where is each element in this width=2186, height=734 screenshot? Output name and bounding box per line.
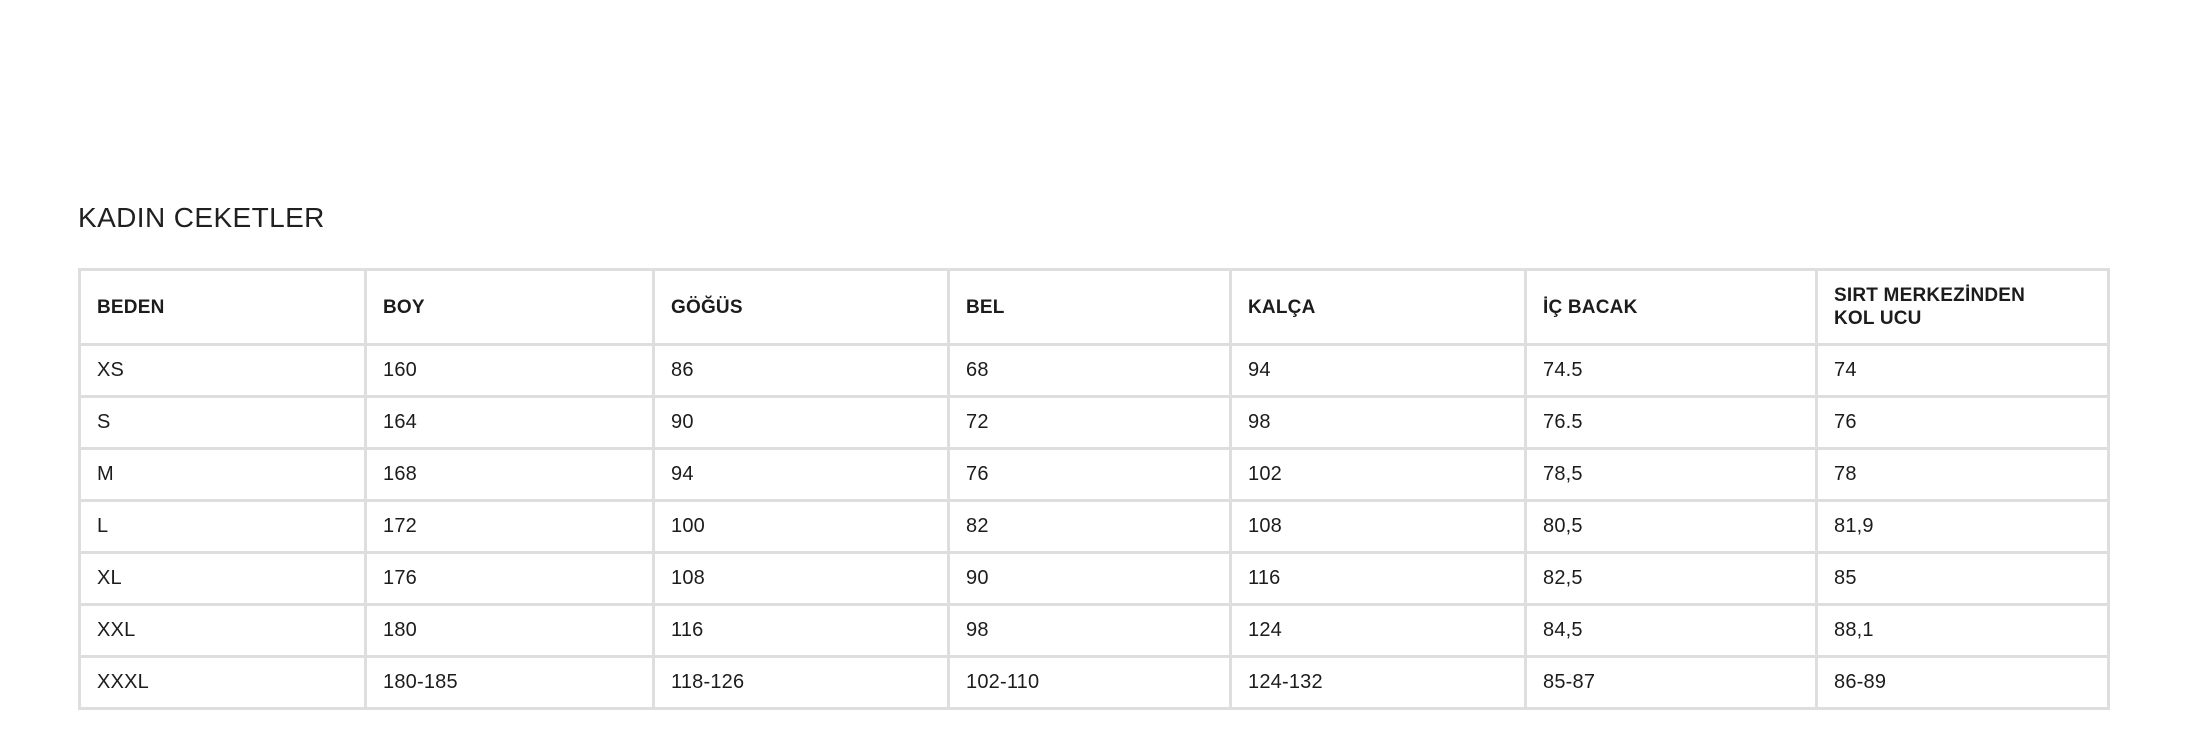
cell-ic-bacak: 85-87: [1527, 658, 1818, 710]
cell-bel: 90: [950, 554, 1232, 606]
cell-kalca: 116: [1232, 554, 1527, 606]
page-title: KADIN CEKETLER: [78, 202, 325, 233]
table-row: XXXL 180-185 118-126 102-110 124-132 85-…: [78, 658, 2110, 710]
cell-gogus: 100: [655, 502, 950, 554]
cell-boy: 180: [367, 606, 655, 658]
cell-boy: 168: [367, 450, 655, 502]
table-header: BEDEN BOY GÖĞÜS BEL KALÇA İÇ BACAK SIRT …: [78, 268, 2110, 346]
column-header-gogus: GÖĞÜS: [655, 268, 950, 346]
cell-kalca: 102: [1232, 450, 1527, 502]
table-row: M 168 94 76 102 78,5 78: [78, 450, 2110, 502]
table-header-row: BEDEN BOY GÖĞÜS BEL KALÇA İÇ BACAK SIRT …: [78, 268, 2110, 346]
cell-sirt-kol: 86-89: [1818, 658, 2110, 710]
column-header-bel: BEL: [950, 268, 1232, 346]
table-row: XXL 180 116 98 124 84,5 88,1: [78, 606, 2110, 658]
cell-kalca: 124-132: [1232, 658, 1527, 710]
cell-sirt-kol: 78: [1818, 450, 2110, 502]
cell-ic-bacak: 78,5: [1527, 450, 1818, 502]
cell-bel: 76: [950, 450, 1232, 502]
size-table-container: BEDEN BOY GÖĞÜS BEL KALÇA İÇ BACAK SIRT …: [78, 268, 2110, 710]
size-table: BEDEN BOY GÖĞÜS BEL KALÇA İÇ BACAK SIRT …: [78, 268, 2110, 710]
cell-beden: XL: [78, 554, 367, 606]
cell-gogus: 86: [655, 346, 950, 398]
cell-kalca: 108: [1232, 502, 1527, 554]
cell-gogus: 90: [655, 398, 950, 450]
cell-sirt-kol: 88,1: [1818, 606, 2110, 658]
table-row: L 172 100 82 108 80,5 81,9: [78, 502, 2110, 554]
column-header-line-1: SIRT MERKEZİNDEN: [1834, 285, 2026, 306]
cell-sirt-kol: 74: [1818, 346, 2110, 398]
cell-boy: 172: [367, 502, 655, 554]
column-header-sirt-merkezinden-kol-ucu: SIRT MERKEZİNDEN KOL UCU: [1818, 268, 2110, 346]
cell-bel: 98: [950, 606, 1232, 658]
cell-gogus: 118-126: [655, 658, 950, 710]
cell-gogus: 108: [655, 554, 950, 606]
cell-kalca: 124: [1232, 606, 1527, 658]
cell-beden: L: [78, 502, 367, 554]
column-header-line-2: KOL UCU: [1834, 308, 1922, 329]
cell-kalca: 94: [1232, 346, 1527, 398]
cell-sirt-kol: 76: [1818, 398, 2110, 450]
table-body: XS 160 86 68 94 74.5 74 S 164 90 72 98 7…: [78, 346, 2110, 710]
cell-gogus: 116: [655, 606, 950, 658]
cell-boy: 176: [367, 554, 655, 606]
table-row: XL 176 108 90 116 82,5 85: [78, 554, 2110, 606]
cell-ic-bacak: 76.5: [1527, 398, 1818, 450]
cell-beden: M: [78, 450, 367, 502]
column-header-boy: BOY: [367, 268, 655, 346]
table-row: S 164 90 72 98 76.5 76: [78, 398, 2110, 450]
cell-ic-bacak: 80,5: [1527, 502, 1818, 554]
table-row: XS 160 86 68 94 74.5 74: [78, 346, 2110, 398]
cell-ic-bacak: 84,5: [1527, 606, 1818, 658]
cell-bel: 102-110: [950, 658, 1232, 710]
cell-kalca: 98: [1232, 398, 1527, 450]
cell-beden: XXXL: [78, 658, 367, 710]
cell-beden: XS: [78, 346, 367, 398]
cell-beden: XXL: [78, 606, 367, 658]
cell-boy: 160: [367, 346, 655, 398]
column-header-kalca: KALÇA: [1232, 268, 1527, 346]
column-header-ic-bacak: İÇ BACAK: [1527, 268, 1818, 346]
cell-boy: 180-185: [367, 658, 655, 710]
column-header-beden: BEDEN: [78, 268, 367, 346]
cell-bel: 68: [950, 346, 1232, 398]
cell-bel: 82: [950, 502, 1232, 554]
cell-ic-bacak: 82,5: [1527, 554, 1818, 606]
cell-boy: 164: [367, 398, 655, 450]
cell-ic-bacak: 74.5: [1527, 346, 1818, 398]
cell-bel: 72: [950, 398, 1232, 450]
cell-sirt-kol: 85: [1818, 554, 2110, 606]
cell-gogus: 94: [655, 450, 950, 502]
cell-sirt-kol: 81,9: [1818, 502, 2110, 554]
cell-beden: S: [78, 398, 367, 450]
